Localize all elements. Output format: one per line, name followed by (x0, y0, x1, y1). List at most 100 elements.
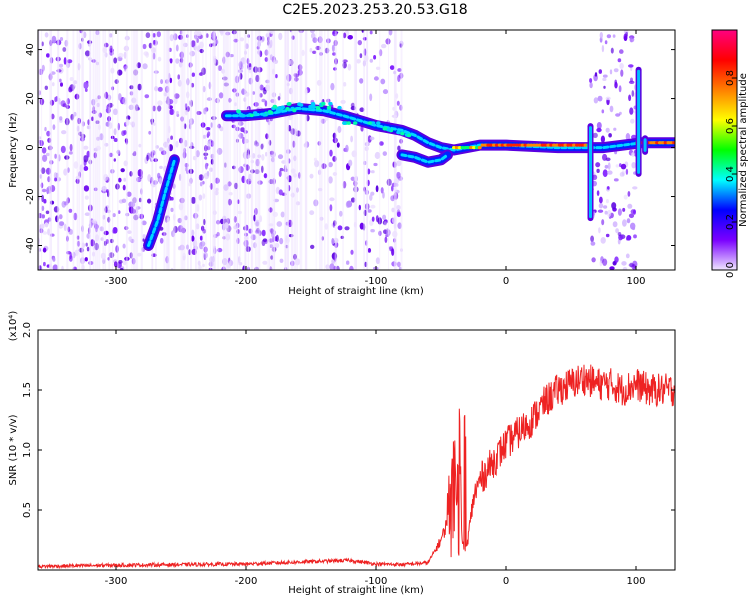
heatmap-noise-streak (321, 30, 323, 270)
heatmap-noise-dot (375, 185, 379, 193)
heatmap-noise-dot (619, 49, 624, 54)
heatmap-ridge-blob (315, 105, 320, 110)
heatmap-noise-streak (41, 30, 43, 270)
heatmap-noise-dot (370, 204, 376, 209)
heatmap-hot-core (657, 141, 662, 145)
heatmap-noise-dot (44, 85, 48, 91)
heatmap-hot-core (563, 143, 568, 147)
heatmap-noise-dot (261, 165, 264, 173)
heatmap-noise-streak (388, 30, 389, 270)
heatmap-noise-dot (58, 78, 62, 83)
heatmap-vertical-band-core (589, 126, 592, 219)
heatmap-hot-core (529, 143, 534, 147)
heatmap-noise-dot (608, 133, 612, 138)
heatmap-noise-dot (386, 228, 389, 236)
heatmap-noise-dot (46, 53, 50, 58)
heatmap-noise-dot (128, 104, 134, 111)
heatmap-noise-dot (45, 210, 50, 215)
heatmap-noise-dot (113, 158, 117, 162)
heatmap-noise-streak (257, 30, 259, 270)
heatmap-noise-streak (217, 30, 219, 270)
heatmap-hot-core (655, 141, 660, 145)
heatmap-noise-dot (328, 162, 333, 168)
heatmap-noise-dot (603, 205, 608, 209)
heatmap-noise-dot (259, 84, 264, 91)
heatmap-noise-dot (625, 31, 628, 37)
heatmap-noise-dot (199, 181, 203, 187)
heatmap-noise-dot (369, 58, 373, 63)
heatmap-ridge-blob (287, 102, 292, 106)
heatmap-noise-dot (367, 209, 372, 213)
heatmap-noise-dot (617, 208, 622, 216)
heatmap-noise-streak (273, 30, 276, 270)
heatmap-noise-dot (619, 63, 624, 69)
heatmap-hot-core (520, 143, 525, 147)
heatmap-noise-dot (44, 32, 49, 38)
heatmap-noise-dot (175, 140, 179, 148)
heatmap-noise-dot (220, 30, 224, 36)
heatmap-noise-dot (605, 233, 610, 238)
heatmap-y-tick-label: -20 (25, 188, 36, 204)
heatmap-noise-dot (206, 97, 212, 101)
heatmap-noise-dot (51, 35, 57, 44)
heatmap-noise-dot (279, 237, 284, 245)
heatmap-noise-streak (165, 30, 168, 270)
heatmap-noise-dot (337, 125, 342, 134)
heatmap-noise-dot (147, 174, 152, 182)
heatmap-noise-dot (631, 90, 635, 97)
heatmap-noise-streak (287, 30, 289, 270)
heatmap-noise-dot (340, 235, 345, 239)
heatmap-noise-dot (596, 127, 602, 133)
heatmap-ridge-blob (308, 104, 313, 109)
heatmap-noise-dot (606, 34, 612, 39)
heatmap-noise-dot (84, 50, 91, 57)
heatmap-noise-dot (612, 221, 618, 228)
heatmap-noise-streak (229, 30, 231, 270)
heatmap-noise-dot (84, 88, 88, 92)
heatmap-noise-dot (43, 198, 47, 204)
heatmap-ridge-blob (406, 133, 412, 138)
heatmap-noise-dot (386, 178, 392, 186)
heatmap-hot-core (523, 143, 528, 147)
heatmap-noise-dot (622, 266, 628, 270)
heatmap-hot-core (663, 141, 668, 145)
heatmap-noise-dot (628, 94, 632, 102)
heatmap-noise-dot (58, 63, 64, 68)
heatmap-noise-dot (158, 147, 164, 152)
heatmap-hot-core (452, 146, 456, 150)
heatmap-noise-dot (128, 236, 133, 242)
heatmap-ridge-blob (337, 105, 342, 110)
heatmap-noise-dot (396, 211, 401, 218)
heatmap-noise-dot (117, 93, 122, 101)
heatmap-noise-streak (300, 30, 303, 270)
heatmap-noise-dot (371, 216, 375, 222)
heatmap-noise-dot (83, 185, 90, 192)
heatmap-ridge-blob (310, 102, 316, 106)
snr-x-tick-label: -300 (105, 576, 128, 587)
heatmap-noise-dot (592, 132, 598, 138)
heatmap-noise-dot (41, 147, 47, 154)
heatmap-noise-dot (629, 107, 634, 115)
heatmap-hot-core (460, 146, 465, 150)
heatmap-hot-core (474, 146, 479, 150)
heatmap-noise-dot (112, 227, 118, 234)
heatmap-noise-dot (122, 184, 126, 191)
heatmap-noise-streak (210, 30, 211, 270)
heatmap-noise-dot (170, 207, 174, 212)
heatmap-noise-streak (180, 30, 183, 270)
heatmap-noise-dot (118, 177, 122, 183)
heatmap-noise-dot (175, 44, 179, 52)
heatmap-noise-streak (213, 30, 215, 270)
heatmap-noise-streak (198, 30, 200, 270)
heatmap-noise-dot (201, 67, 207, 75)
heatmap-noise-dot (137, 213, 141, 218)
heatmap-noise-dot (369, 136, 375, 141)
heatmap-noise-dot (612, 34, 616, 38)
heatmap-ridge-blob (367, 121, 372, 125)
heatmap-noise-dot (191, 72, 195, 77)
heatmap-noise-dot (123, 177, 127, 182)
heatmap-hot-core (509, 143, 514, 147)
heatmap-noise-streak (182, 30, 184, 270)
heatmap-noise-dot (602, 169, 608, 177)
heatmap-noise-dot (601, 45, 605, 53)
